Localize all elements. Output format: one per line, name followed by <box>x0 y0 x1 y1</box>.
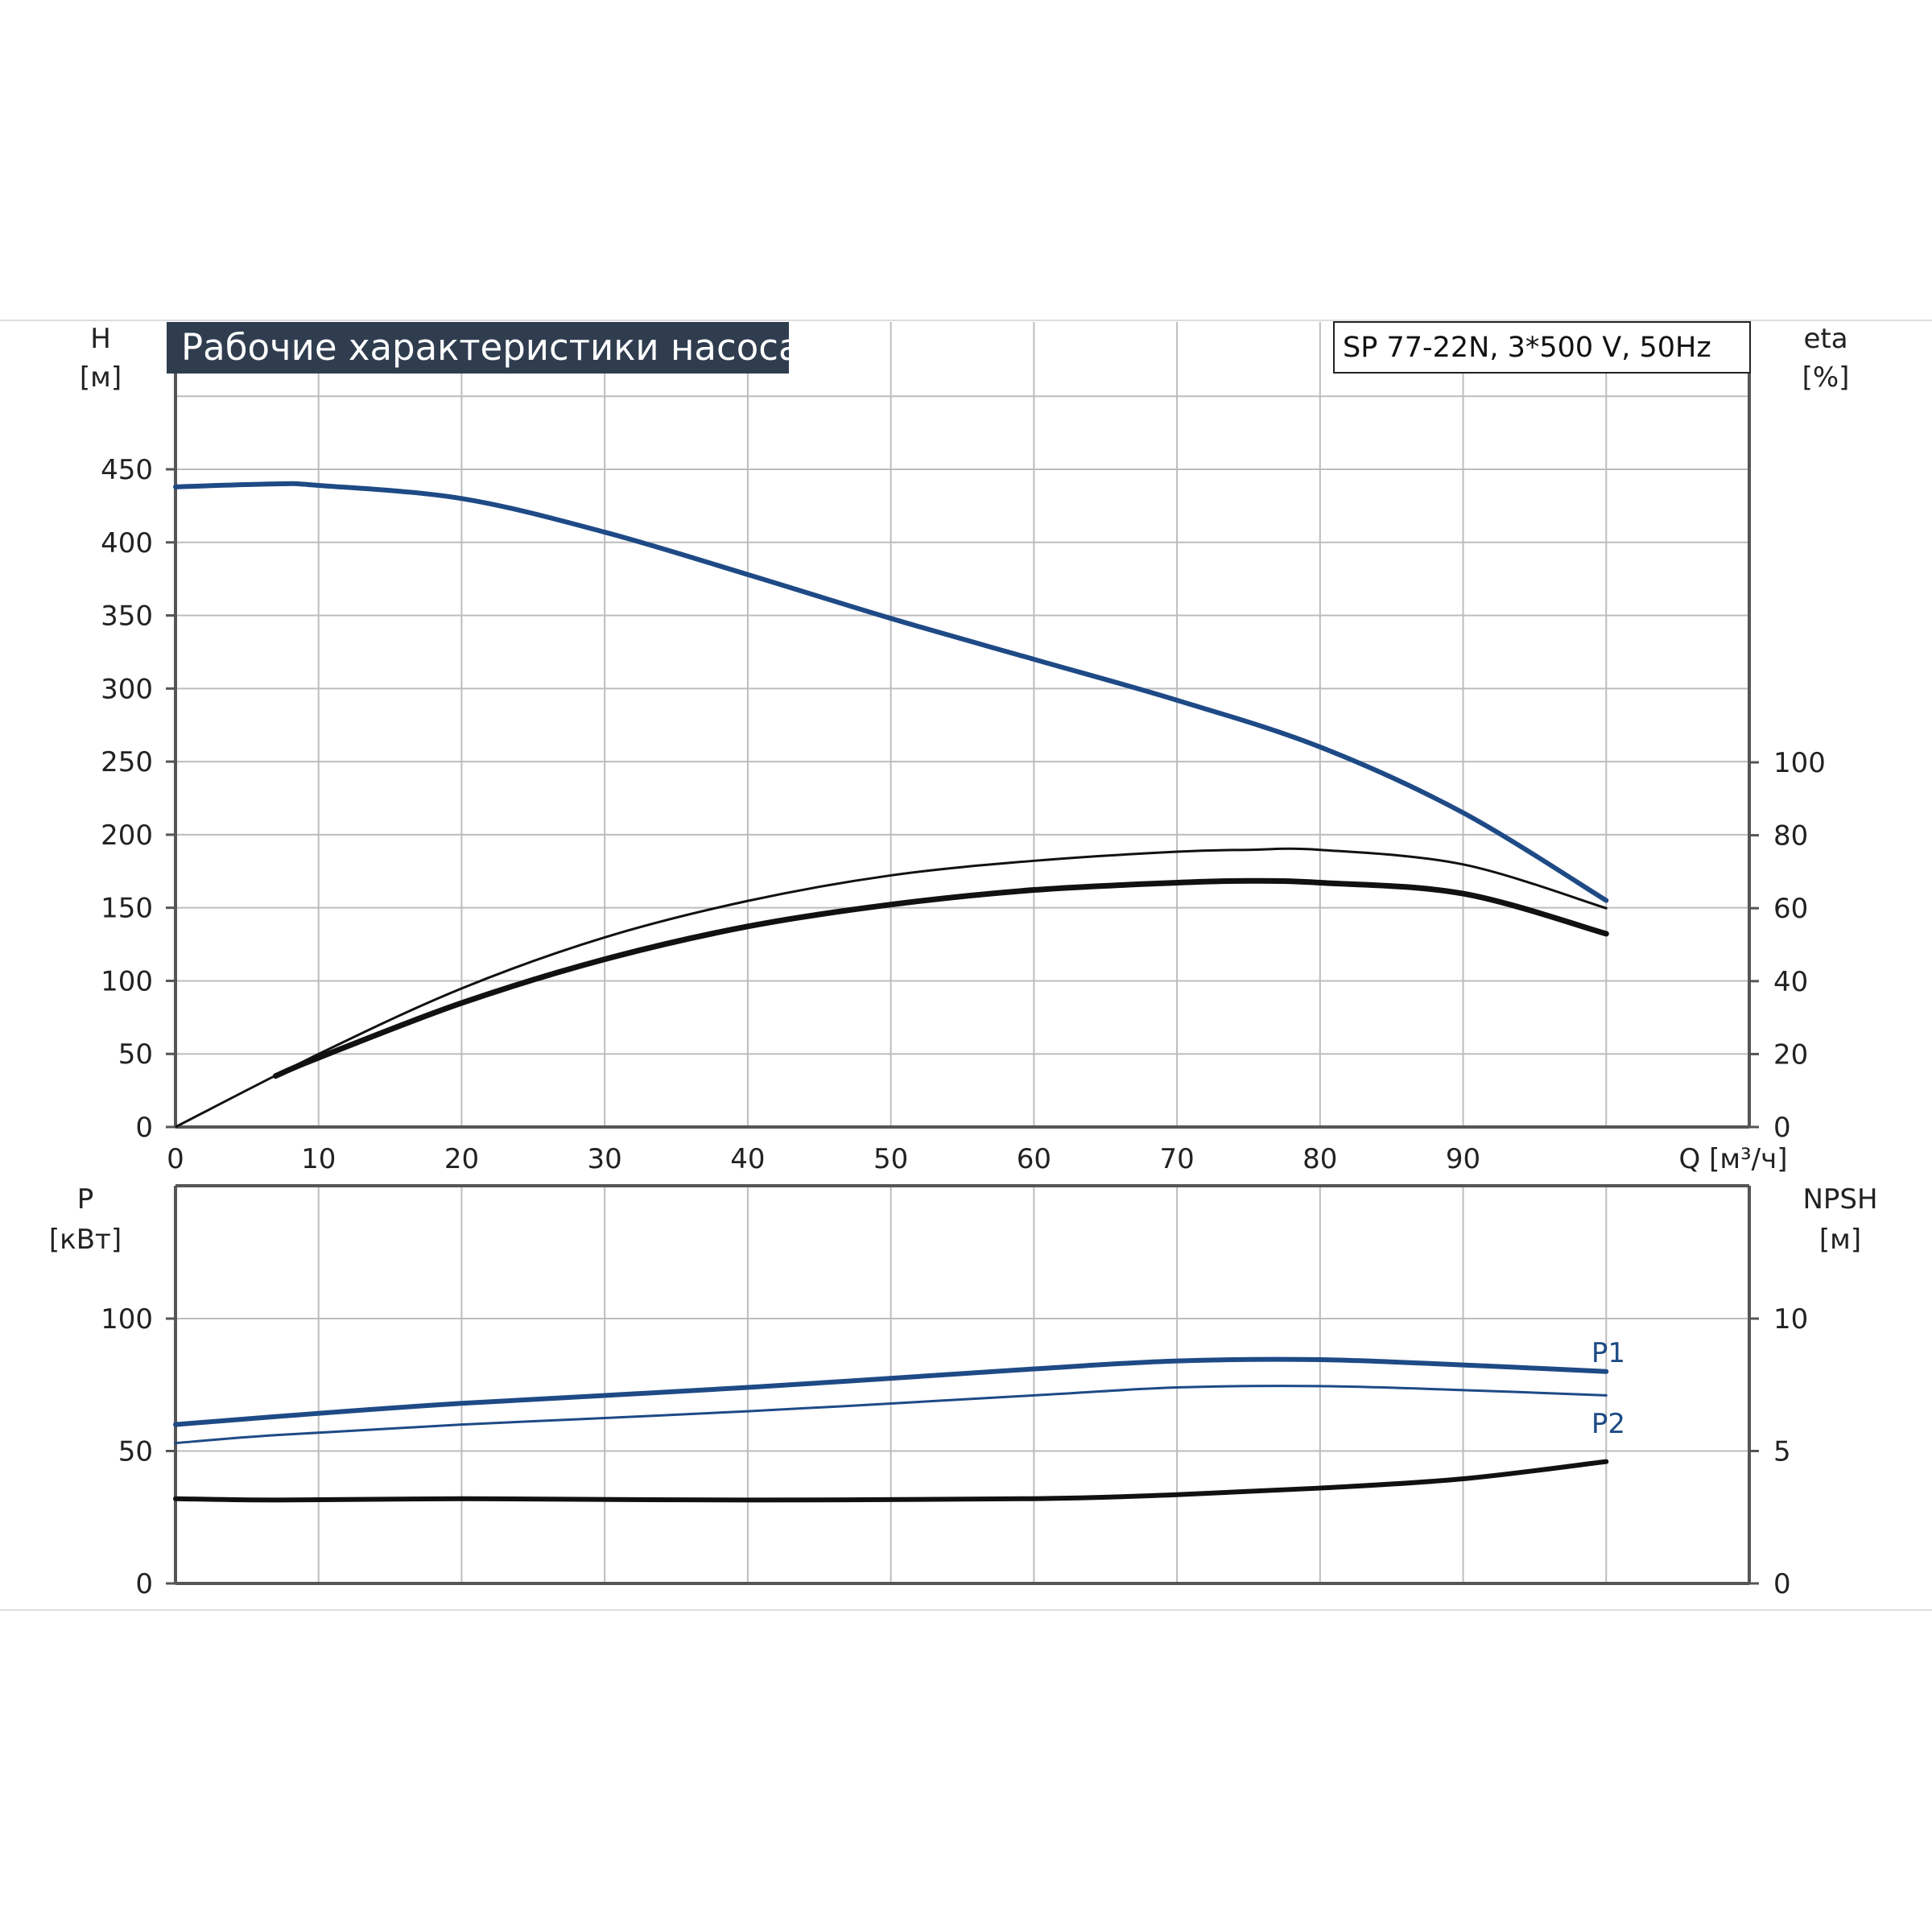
x-tick-label: 80 <box>1302 1143 1337 1175</box>
x-tick-label: 60 <box>1017 1143 1051 1175</box>
p-tick-label: 0 <box>135 1568 153 1600</box>
model-box <box>1333 321 1751 374</box>
y-axis-unit-h: [м] <box>80 361 122 394</box>
series-p1-curve <box>173 1356 1609 1427</box>
y2-tick-label: 0 <box>1773 1112 1791 1144</box>
y-tick-label: 100 <box>101 965 153 997</box>
y-axis-label-h: H <box>90 323 111 355</box>
npsh-tick-label: 5 <box>1773 1436 1791 1468</box>
y-tick-label: 400 <box>101 527 153 559</box>
y2-axis-label-eta: eta <box>1803 323 1847 355</box>
npsh-tick-label: 0 <box>1773 1568 1791 1600</box>
series-npsh-curve <box>173 1459 1609 1503</box>
y-tick-label: 150 <box>101 893 153 925</box>
x-tick-label: 70 <box>1159 1143 1194 1175</box>
series-p2-curve <box>174 1385 1608 1445</box>
y-axis-unit-p: [кВт] <box>49 1224 122 1256</box>
series-eta-thick-curve <box>272 877 1609 1080</box>
x-tick-label: 90 <box>1446 1143 1480 1175</box>
y2-axis-unit-npsh: [м] <box>1819 1224 1861 1256</box>
y2-axis-unit-eta: [%] <box>1802 361 1850 394</box>
bottom-panel-grid <box>174 1184 1751 1585</box>
axis-ticks: 0 10 20 30 40 50 60 70 80 90050100150200250300350… <box>101 454 1826 1600</box>
title-banner <box>167 322 789 374</box>
y-axis-label-p: P <box>77 1183 94 1216</box>
x-axis-label-q: Q [м³/ч] <box>1679 1143 1788 1175</box>
y2-axis-label-npsh: NPSH <box>1802 1183 1877 1216</box>
x-tick-label: 20 <box>444 1143 479 1175</box>
top-panel-grid <box>174 322 1751 1129</box>
y-tick-label: 250 <box>101 746 153 778</box>
y-tick-label: 200 <box>101 819 153 852</box>
npsh-tick-label: 10 <box>1773 1303 1808 1335</box>
chart-title: Рабочие характеристики насоса <box>181 326 801 369</box>
series-eta-thin-curve <box>174 847 1608 1129</box>
y2-tick-label: 80 <box>1773 820 1808 852</box>
x-tick-label: 30 <box>588 1143 622 1175</box>
y2-tick-label: 20 <box>1773 1038 1808 1071</box>
y-tick-label: 300 <box>101 673 153 705</box>
p-tick-label: 50 <box>118 1436 153 1468</box>
x-tick-label: 0 <box>167 1143 184 1175</box>
y-tick-label: 450 <box>101 454 153 486</box>
series-label-p2: P2 <box>1591 1408 1625 1440</box>
series-h-curve <box>173 481 1609 903</box>
y2-tick-label: 40 <box>1773 966 1808 998</box>
x-tick-label: 40 <box>730 1143 765 1175</box>
x-tick-label: 50 <box>873 1143 908 1175</box>
bottom-panel-series <box>173 1356 1609 1503</box>
y-tick-label: 0 <box>135 1112 153 1144</box>
y-tick-label: 50 <box>118 1038 153 1071</box>
p-tick-label: 100 <box>101 1303 153 1335</box>
y-tick-label: 350 <box>101 601 153 633</box>
model-label: SP 77-22N, 3*500 V, 50Hz <box>1343 332 1711 364</box>
y2-tick-label: 100 <box>1773 747 1826 779</box>
top-panel-series <box>173 481 1609 1129</box>
x-tick-label: 10 <box>301 1143 336 1175</box>
y2-tick-label: 60 <box>1773 893 1808 925</box>
series-label-p1: P1 <box>1591 1337 1625 1369</box>
